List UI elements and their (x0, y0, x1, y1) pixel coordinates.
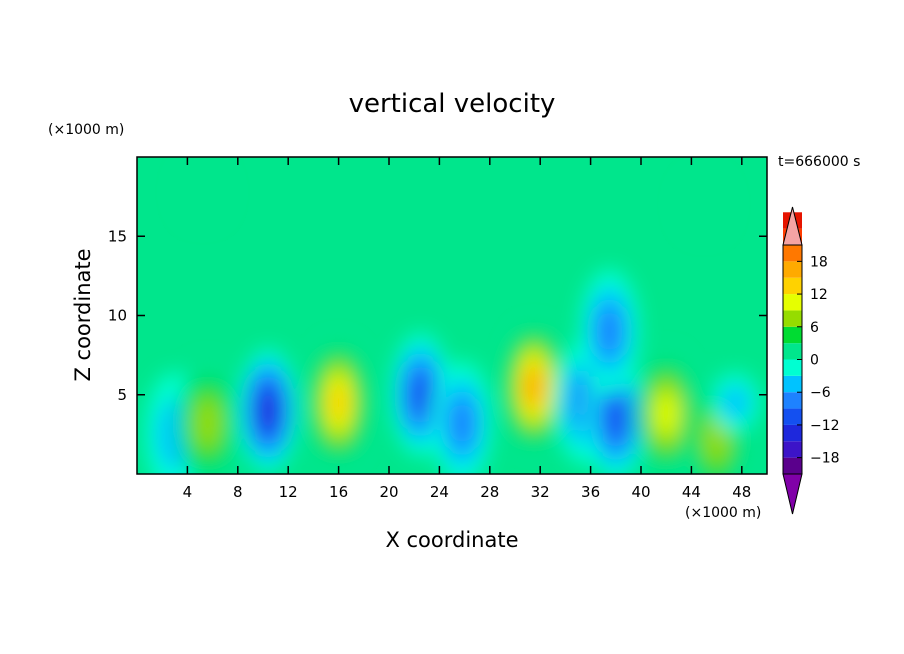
x-tick-label: 28 (480, 483, 499, 501)
y-tick-label: 5 (117, 386, 127, 404)
velocity-cell (636, 351, 697, 474)
colorbar: 18 12 6 0 −6 −12 −18 (782, 206, 840, 515)
velocity-cell (503, 324, 564, 449)
colorbar-band (783, 277, 802, 295)
x-tick-label: 4 (183, 483, 193, 501)
contour-band (721, 385, 750, 420)
contour-band (525, 368, 543, 405)
colorbar-band (783, 359, 802, 376)
x-tick-label: 12 (279, 483, 298, 501)
colorbar-band (783, 375, 802, 393)
time-label: t=666000 s (778, 154, 860, 170)
x-axis-unit: (×1000 m) (685, 505, 761, 521)
colorbar-band (783, 441, 802, 458)
y-tick-label: 15 (108, 227, 127, 245)
colorbar-under-triangle (782, 473, 803, 515)
contour-band (449, 396, 476, 451)
colorbar-band (783, 310, 802, 327)
contour-band (258, 390, 278, 431)
x-tick-label: 40 (631, 483, 650, 501)
contour-band (178, 161, 227, 222)
colorbar-tick-label: −6 (810, 385, 831, 401)
x-axis-label: X coordinate (385, 528, 518, 552)
x-tick-label: 20 (379, 483, 398, 501)
contour-band (596, 304, 623, 359)
colorbar-band (783, 245, 802, 262)
velocity-cell (579, 269, 640, 394)
velocity-cell (308, 340, 369, 465)
velocity-field (144, 161, 760, 474)
colorbar-tick-label: −18 (810, 451, 840, 467)
velocity-cell (711, 372, 760, 433)
x-tick-label: 48 (732, 483, 751, 501)
velocity-cell (432, 361, 493, 474)
colorbar-band (783, 392, 802, 409)
contour-band (604, 396, 627, 441)
colorbar-band (783, 408, 802, 425)
colorbar-band (783, 294, 802, 311)
colorbar-tick-label: 18 (810, 254, 828, 270)
colorbar-band (783, 261, 802, 278)
contour-band (329, 382, 349, 423)
colorbar-band (783, 343, 802, 360)
velocity-cell (680, 174, 728, 235)
y-axis-label: Z coordinate (71, 248, 95, 381)
contour-band (680, 174, 728, 235)
x-tick-label: 44 (682, 483, 701, 501)
contour-band (409, 372, 432, 418)
colorbar-tick-label: 12 (810, 287, 828, 303)
contour-band (655, 391, 678, 437)
colorbar-band (783, 457, 802, 474)
velocity-cell (238, 348, 299, 473)
contour-band (194, 396, 221, 451)
colorbar-tick-label: 6 (810, 320, 819, 336)
x-tick-label: 8 (233, 483, 243, 501)
y-axis-unit: (×1000 m) (48, 122, 124, 138)
y-tick-label: 10 (108, 307, 127, 325)
x-tick-label: 16 (329, 483, 348, 501)
colorbar-band (783, 424, 802, 442)
x-axis-ticks: 4 8 12 16 20 24 28 32 36 40 44 48 (183, 157, 751, 501)
velocity-cell (177, 361, 238, 474)
x-tick-label: 24 (430, 483, 449, 501)
x-tick-label: 36 (581, 483, 600, 501)
colorbar-tick-label: 0 (810, 353, 819, 369)
y-axis-ticks: 5 10 15 (108, 227, 767, 404)
velocity-cell (178, 161, 227, 222)
chart-title: vertical velocity (349, 89, 556, 119)
colorbar-band (783, 326, 802, 344)
colorbar-tick-label: −12 (810, 418, 840, 434)
x-tick-label: 32 (531, 483, 550, 501)
velocity-cell (585, 356, 646, 474)
